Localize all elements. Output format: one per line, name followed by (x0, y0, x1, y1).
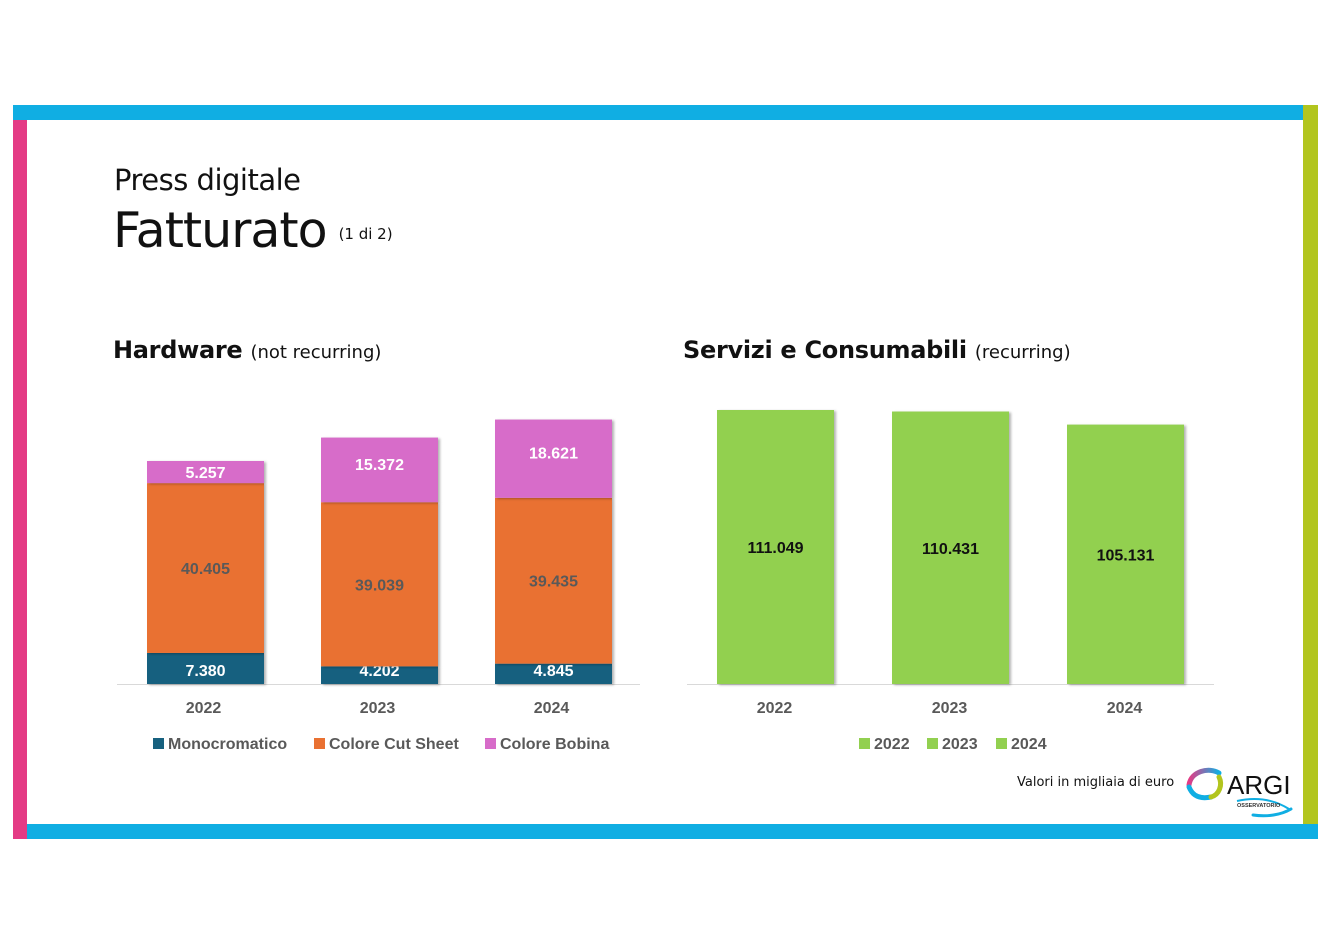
services-bar-2023 (892, 411, 1009, 684)
hardware-legend-label: Monocromatico (168, 736, 287, 753)
hardware-x-tick-label: 2022 (186, 700, 222, 717)
argi-logo: ARGI OSSERVATORIO (1186, 767, 1293, 818)
hardware-chart-title: Hardware (not recurring) (113, 336, 381, 364)
hardware-bar-colore-bobina-2022 (147, 461, 264, 484)
hardware-legend-label: Colore Cut Sheet (329, 736, 459, 753)
hardware-bar-monocromatico-2023 (321, 666, 438, 684)
services-legend-swatch (996, 738, 1007, 749)
hardware-bar-colore-cut-sheet-2023 (321, 502, 438, 667)
hardware-legend-label: Colore Bobina (500, 736, 609, 753)
page-indicator: (1 di 2) (338, 224, 393, 243)
services-data-label: 111.049 (747, 540, 803, 557)
hardware-bar-monocromatico-2022 (147, 652, 264, 684)
hardware-data-label: 4.845 (533, 663, 573, 680)
hardware-title-note: (not recurring) (250, 342, 382, 363)
services-bar-2024 (1067, 424, 1184, 684)
hardware-bar-colore-bobina-2023 (321, 437, 438, 503)
hardware-bar-colore-cut-sheet-2024 (495, 497, 612, 664)
services-legend-label: 2023 (942, 736, 978, 753)
hardware-data-label: 18.621 (529, 446, 578, 463)
services-title-note: (recurring) (974, 342, 1071, 363)
services-x-tick-label: 2022 (757, 700, 793, 717)
services-data-label: 105.131 (1097, 547, 1155, 564)
frame-top-bar (13, 105, 1303, 120)
hardware-title-text: Hardware (113, 336, 243, 364)
footnote: Valori in migliaia di euro (1017, 775, 1175, 790)
services-chart-title: Servizi e Consumabili (recurring) (683, 336, 1071, 364)
logo-text: ARGI (1227, 770, 1291, 800)
services-bar-2022 (717, 410, 834, 684)
services-legend-swatch (859, 738, 870, 749)
hardware-legend-swatch (153, 738, 164, 749)
hardware-data-label: 7.380 (185, 663, 225, 680)
page-subtitle: Press digitale (114, 163, 301, 197)
hardware-bar-monocromatico-2024 (495, 663, 612, 684)
services-legend-label: 2024 (1011, 736, 1047, 753)
frame-bottom-bar (27, 824, 1318, 839)
hardware-data-label: 40.405 (181, 561, 230, 578)
hardware-x-tick-label: 2024 (534, 700, 570, 717)
hardware-data-label: 5.257 (185, 465, 225, 482)
hardware-x-tick-label: 2023 (360, 700, 396, 717)
hardware-data-label: 15.372 (355, 457, 404, 474)
hardware-data-label: 39.435 (529, 574, 578, 591)
page-title-text: Fatturato (113, 202, 328, 259)
services-x-tick-label: 2024 (1107, 700, 1143, 717)
hardware-legend-swatch (314, 738, 325, 749)
services-legend-swatch (927, 738, 938, 749)
frame-left-bar (13, 120, 27, 839)
hardware-data-label: 39.039 (355, 577, 404, 594)
services-title-text: Servizi e Consumabili (683, 336, 967, 364)
frame-right-bar (1303, 105, 1318, 824)
services-legend-label: 2022 (874, 736, 910, 753)
hardware-bar-colore-bobina-2024 (495, 419, 612, 498)
hardware-bar-colore-cut-sheet-2022 (147, 483, 264, 653)
hardware-legend-swatch (485, 738, 496, 749)
logo-subtext: OSSERVATORIO (1237, 803, 1281, 809)
services-x-tick-label: 2023 (932, 700, 968, 717)
page-title: Fatturato (1 di 2) (113, 202, 393, 259)
hardware-data-label: 4.202 (359, 663, 399, 680)
services-data-label: 110.431 (922, 541, 979, 558)
